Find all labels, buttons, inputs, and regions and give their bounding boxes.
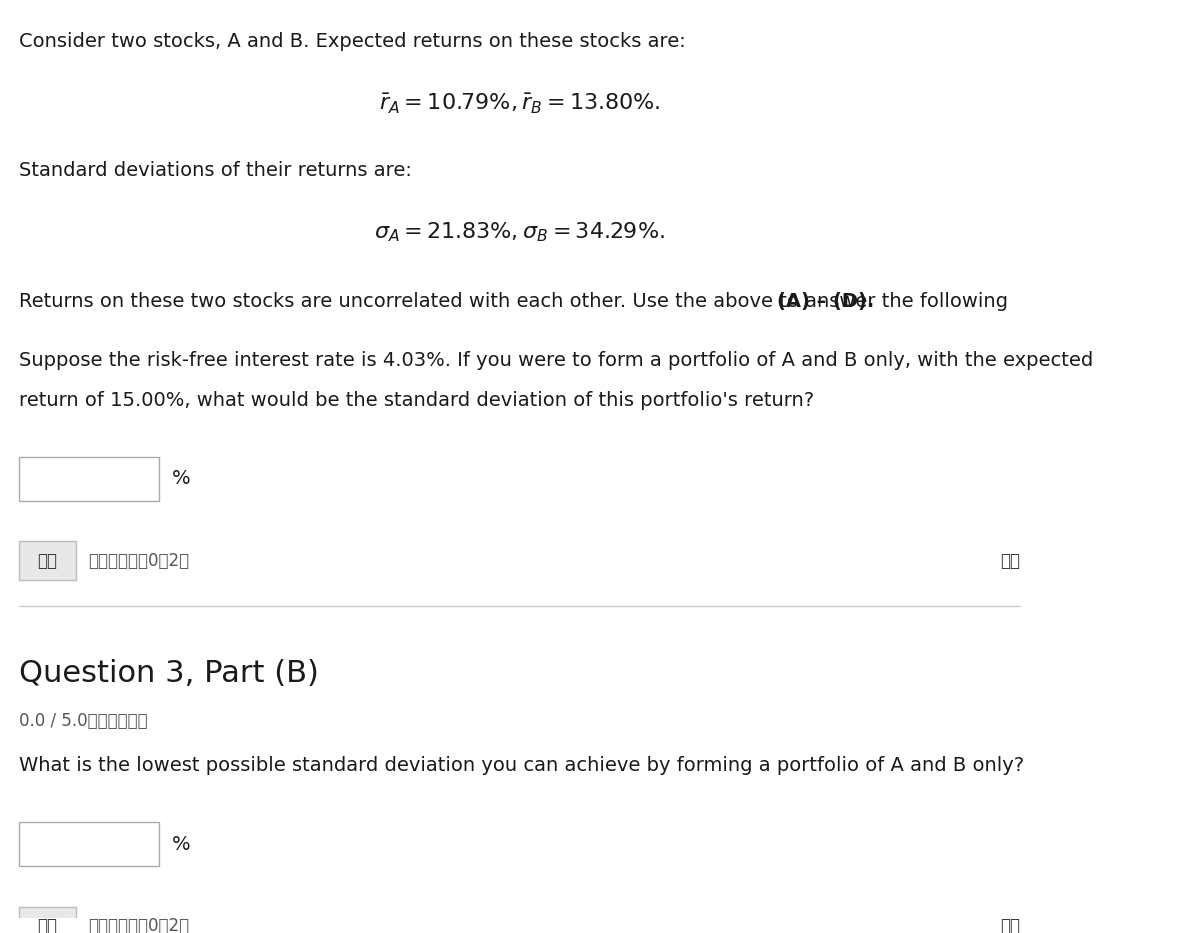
Text: $\sigma_A = 21.83\%, \sigma_B = 34.29\%.$: $\sigma_A = 21.83\%, \sigma_B = 34.29\%.… [374, 220, 665, 244]
Text: 您已尝试使用0歂2次: 您已尝试使用0歂2次 [89, 551, 190, 570]
Text: 保存: 保存 [1001, 551, 1020, 570]
FancyBboxPatch shape [19, 907, 76, 933]
Text: 提交: 提交 [37, 917, 58, 933]
Text: 0.0 / 5.0分（已评分）: 0.0 / 5.0分（已评分） [19, 712, 148, 730]
Text: %: % [172, 469, 190, 489]
Text: What is the lowest possible standard deviation you can achieve by forming a port: What is the lowest possible standard dev… [19, 756, 1024, 775]
Text: 提交: 提交 [37, 551, 58, 570]
Text: %: % [172, 835, 190, 854]
Text: Consider two stocks, A and B. Expected returns on these stocks are:: Consider two stocks, A and B. Expected r… [19, 32, 685, 51]
Text: return of 15.00%, what would be the standard deviation of this portfolio's retur: return of 15.00%, what would be the stan… [19, 391, 814, 410]
Text: Returns on these two stocks are uncorrelated with each other. Use the above to a: Returns on these two stocks are uncorrel… [19, 292, 1014, 311]
FancyBboxPatch shape [19, 822, 158, 866]
Text: Standard deviations of their returns are:: Standard deviations of their returns are… [19, 160, 412, 179]
Text: 保存: 保存 [1001, 917, 1020, 933]
Text: (A) – (D).: (A) – (D). [778, 292, 875, 311]
Text: $\bar{r}_A = 10.79\%, \bar{r}_B = 13.80\%.$: $\bar{r}_A = 10.79\%, \bar{r}_B = 13.80\… [379, 91, 660, 116]
Text: Suppose the risk-free interest rate is 4.03%. If you were to form a portfolio of: Suppose the risk-free interest rate is 4… [19, 352, 1093, 370]
Text: Question 3, Part (B): Question 3, Part (B) [19, 659, 318, 688]
Text: 您已尝试使用0歂2次: 您已尝试使用0歂2次 [89, 917, 190, 933]
FancyBboxPatch shape [19, 457, 158, 501]
FancyBboxPatch shape [19, 541, 76, 580]
